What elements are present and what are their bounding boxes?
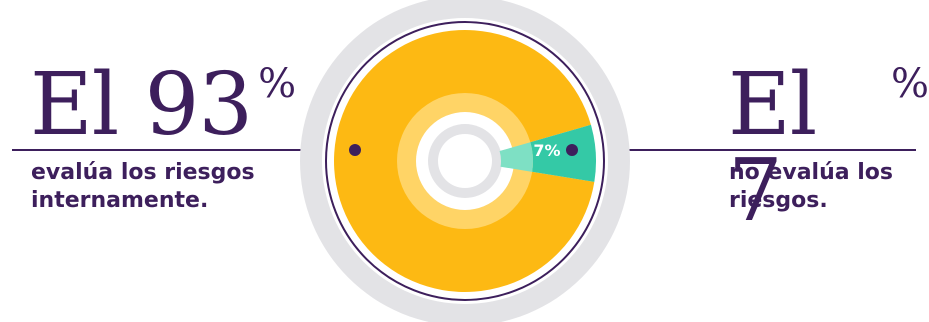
left-connector-dot [349,144,361,156]
left-stat-unit: % [258,61,297,107]
left-stat-description: evalúa los riesgos internamente. [31,160,255,213]
slice-minor-inner [499,142,533,172]
left-stat-number: El 93 % [30,62,296,148]
left-stat-value: El 93 [30,55,253,155]
donut-outline [325,21,605,301]
right-connector-dot [566,144,578,156]
right-stat-description: no evalúa los riesgos. [729,160,894,213]
right-stat-number: El 7 % [728,62,929,234]
slice-minor-label: 7% [533,141,560,160]
center-hole [438,134,492,188]
right-stat-unit: % [890,61,929,107]
right-stat-value: El 7 [728,55,817,241]
